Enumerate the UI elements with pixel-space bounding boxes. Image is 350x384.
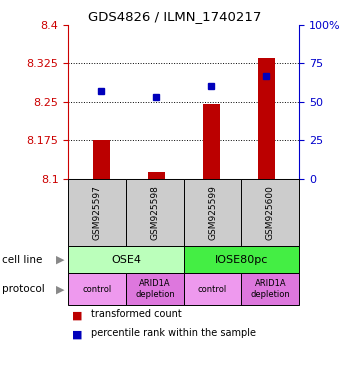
- Text: ARID1A
depletion: ARID1A depletion: [135, 280, 175, 299]
- Text: control: control: [83, 285, 112, 294]
- Text: ▶: ▶: [56, 284, 65, 294]
- Bar: [258, 58, 274, 179]
- Bar: [148, 172, 164, 179]
- Text: ARID1A
depletion: ARID1A depletion: [251, 280, 290, 299]
- Text: GSM925599: GSM925599: [208, 185, 217, 240]
- Text: control: control: [198, 285, 227, 294]
- Text: protocol: protocol: [2, 284, 44, 294]
- Text: cell line: cell line: [2, 255, 42, 265]
- Text: OSE4: OSE4: [111, 255, 141, 265]
- Text: ▶: ▶: [56, 255, 65, 265]
- Bar: [203, 104, 219, 179]
- Text: GSM925597: GSM925597: [93, 185, 101, 240]
- Text: ■: ■: [72, 311, 82, 321]
- Bar: [93, 140, 110, 179]
- Text: transformed count: transformed count: [91, 309, 182, 319]
- Text: GSM925600: GSM925600: [266, 185, 275, 240]
- Text: GDS4826 / ILMN_1740217: GDS4826 / ILMN_1740217: [88, 10, 262, 23]
- Text: percentile rank within the sample: percentile rank within the sample: [91, 328, 256, 338]
- Text: IOSE80pc: IOSE80pc: [215, 255, 268, 265]
- Text: ■: ■: [72, 330, 82, 340]
- Text: GSM925598: GSM925598: [150, 185, 159, 240]
